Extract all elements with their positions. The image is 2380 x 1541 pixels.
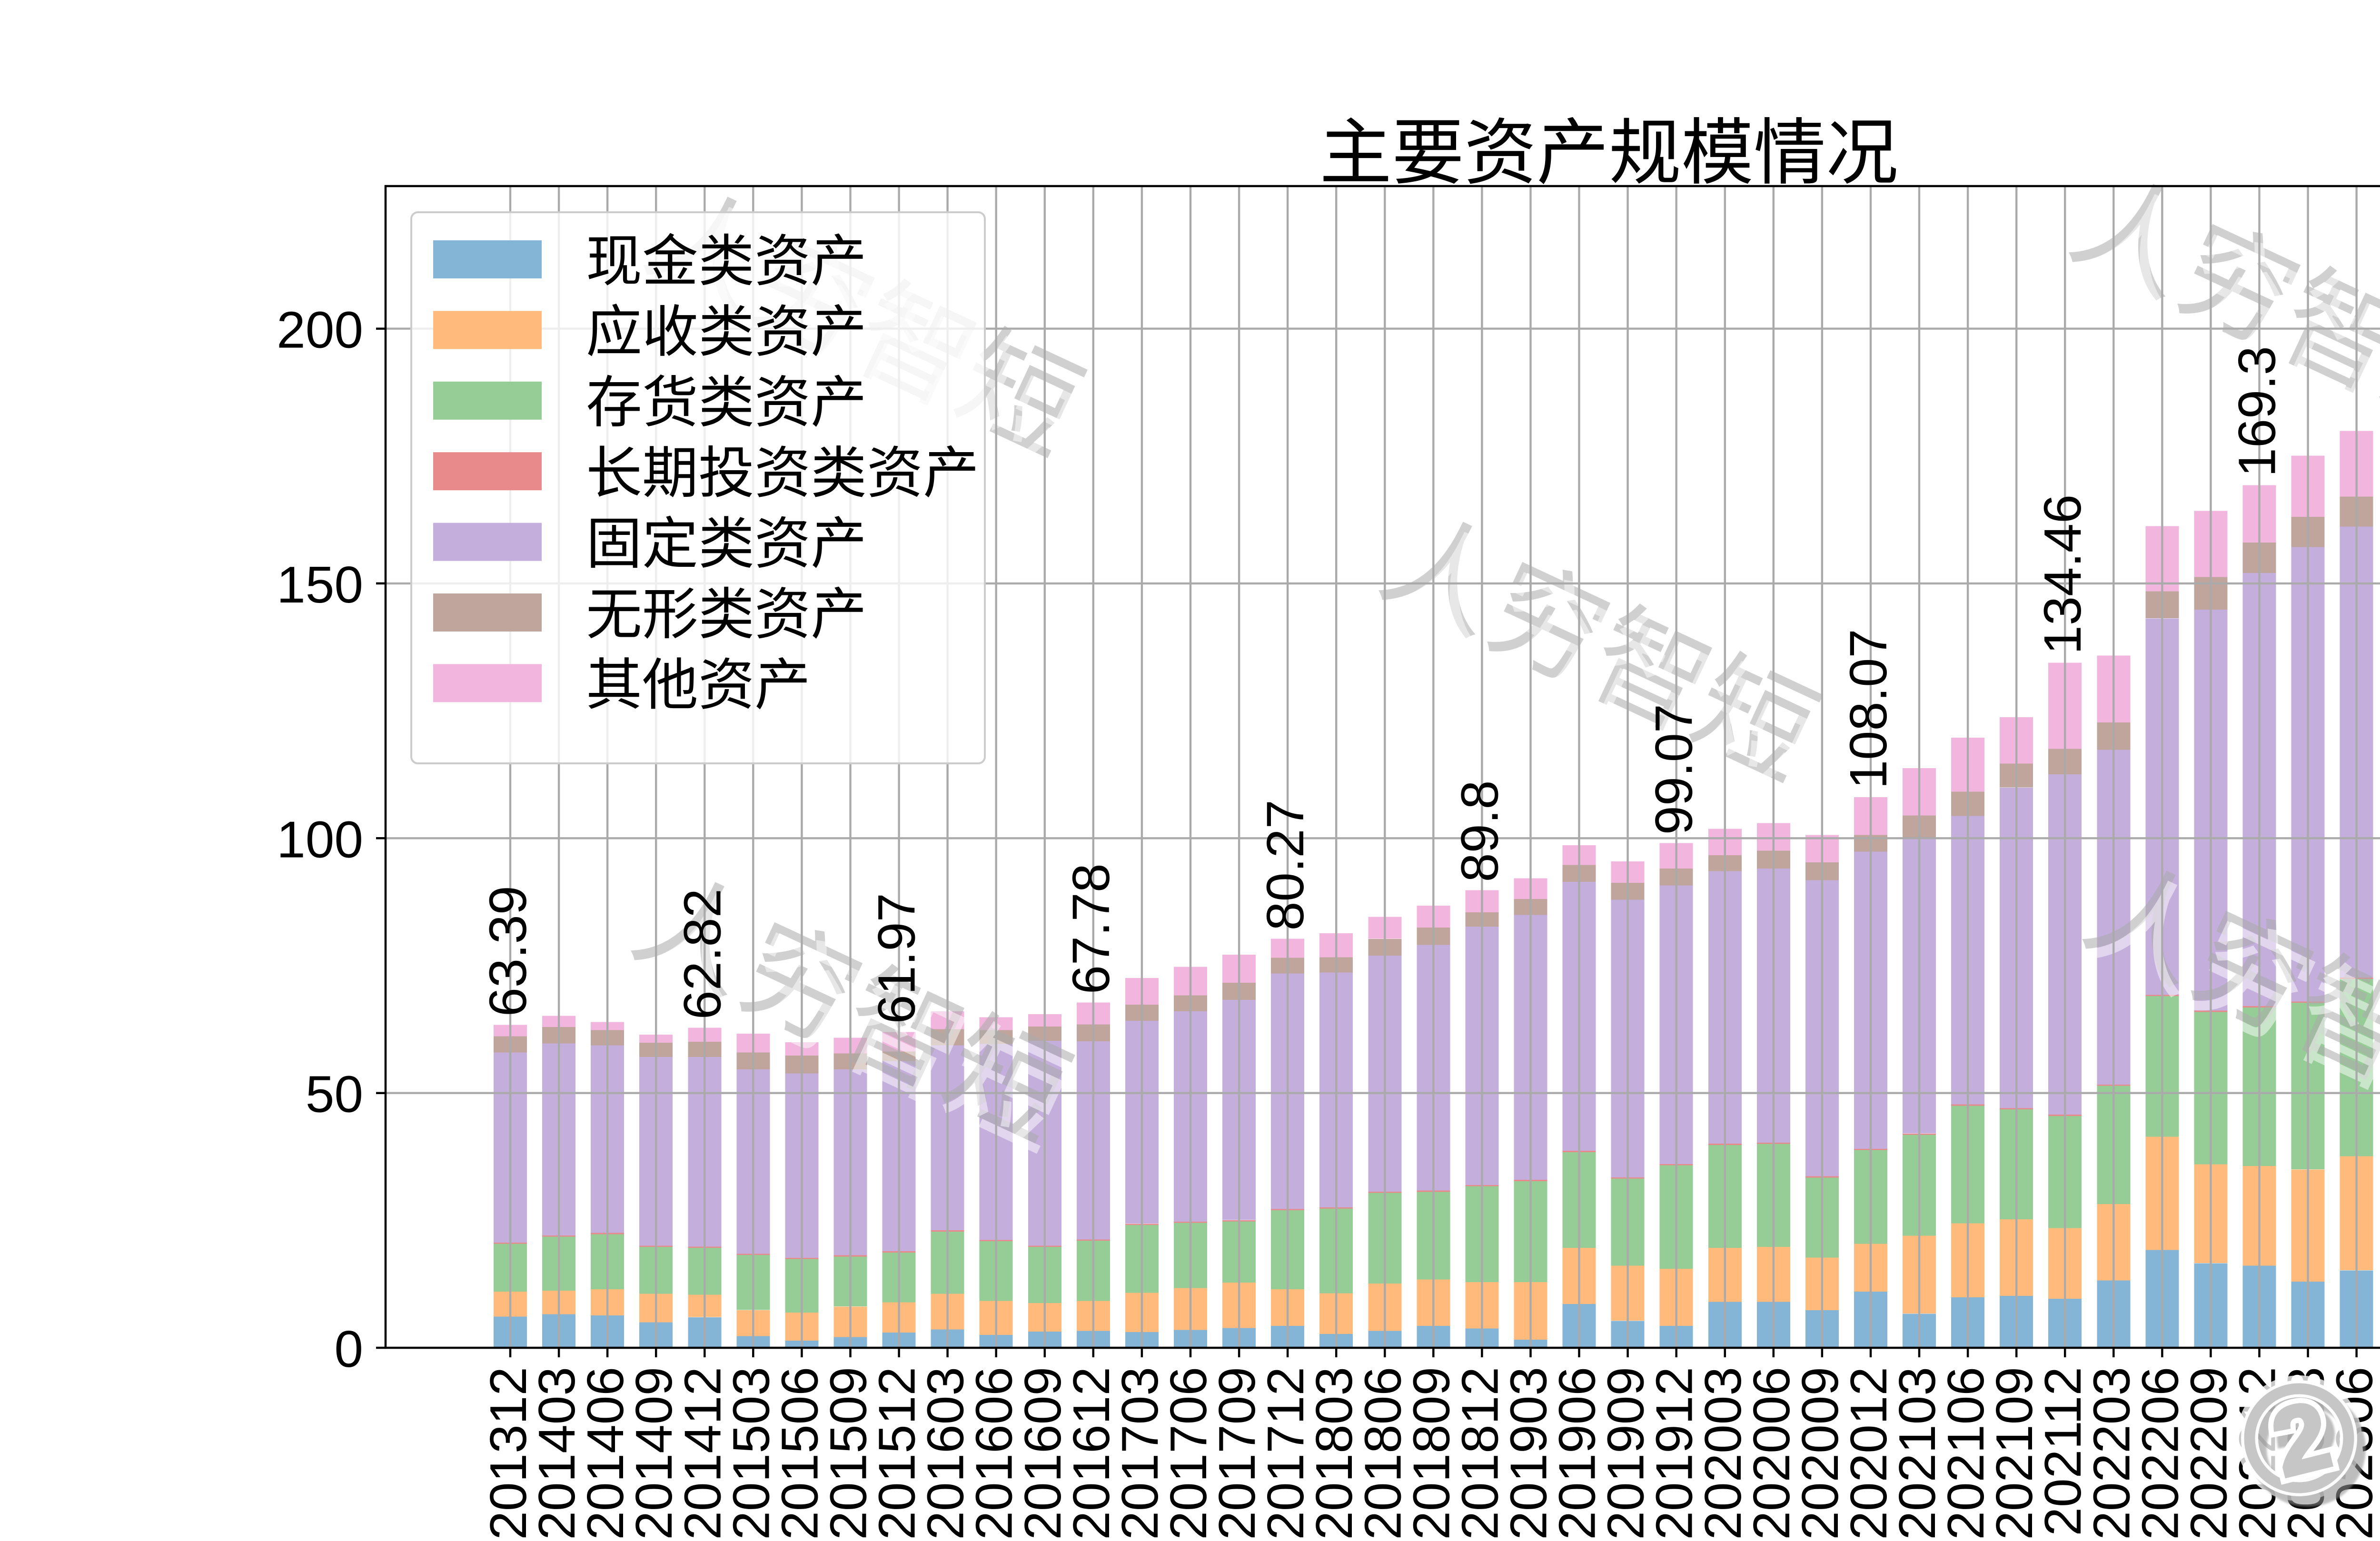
svg-text:201612: 201612 (1062, 1367, 1121, 1540)
svg-text:169.3: 169.3 (2228, 346, 2287, 477)
svg-text:201712: 201712 (1257, 1367, 1315, 1540)
svg-text:134.46: 134.46 (2033, 494, 2092, 654)
svg-text:150: 150 (277, 556, 363, 614)
svg-text:202203: 202203 (2082, 1367, 2141, 1540)
svg-text:201406: 201406 (576, 1367, 635, 1540)
svg-text:201506: 201506 (771, 1367, 829, 1540)
svg-text:202003: 202003 (1694, 1367, 1752, 1540)
svg-text:201903: 201903 (1500, 1367, 1558, 1540)
svg-text:201906: 201906 (1548, 1367, 1606, 1540)
svg-text:201412: 201412 (674, 1367, 732, 1540)
svg-text:202109: 202109 (1985, 1367, 2043, 1540)
svg-text:100: 100 (277, 810, 363, 869)
svg-text:0: 0 (334, 1320, 363, 1378)
svg-text:201403: 201403 (528, 1367, 586, 1540)
svg-text:202009: 202009 (1791, 1367, 1849, 1540)
svg-text:201512: 201512 (868, 1367, 926, 1540)
svg-text:201606: 201606 (965, 1367, 1023, 1540)
svg-text:50: 50 (306, 1066, 363, 1124)
svg-text:99.07: 99.07 (1645, 704, 1704, 835)
svg-text:201809: 201809 (1402, 1367, 1460, 1540)
svg-text:108.07: 108.07 (1839, 629, 1898, 789)
svg-text:201703: 201703 (1111, 1367, 1169, 1540)
svg-text:62.82: 62.82 (673, 889, 732, 1019)
svg-text:61.97: 61.97 (868, 893, 926, 1024)
svg-text:200: 200 (277, 301, 363, 359)
svg-text:201312: 201312 (479, 1367, 537, 1540)
svg-text:201909: 201909 (1597, 1367, 1655, 1540)
svg-text:80.27: 80.27 (1256, 800, 1315, 930)
svg-text:201912: 201912 (1646, 1367, 1704, 1540)
svg-text:63.39: 63.39 (479, 886, 537, 1017)
svg-text:201806: 201806 (1354, 1367, 1412, 1540)
svg-text:201706: 201706 (1160, 1367, 1218, 1540)
svg-text:202209: 202209 (2180, 1367, 2238, 1540)
svg-text:201709: 201709 (1208, 1367, 1266, 1540)
svg-text:201609: 201609 (1014, 1367, 1072, 1540)
svg-text:202006: 202006 (1743, 1367, 1801, 1540)
svg-text:201812: 201812 (1451, 1367, 1509, 1540)
svg-text:202012: 202012 (1840, 1367, 1898, 1540)
svg-text:202103: 202103 (1888, 1367, 1946, 1540)
svg-text:201409: 201409 (625, 1367, 683, 1540)
svg-text:202112: 202112 (2034, 1367, 2092, 1536)
svg-text:89.8: 89.8 (1450, 780, 1509, 882)
svg-text:202309: 202309 (2374, 1367, 2380, 1540)
svg-text:67.78: 67.78 (1062, 863, 1121, 994)
svg-text:202206: 202206 (2131, 1367, 2189, 1540)
svg-text:201603: 201603 (917, 1367, 975, 1540)
svg-text:202106: 202106 (1937, 1367, 1995, 1540)
svg-text:201503: 201503 (722, 1367, 780, 1540)
svg-text:201509: 201509 (820, 1367, 878, 1540)
svg-text:201803: 201803 (1305, 1367, 1363, 1540)
